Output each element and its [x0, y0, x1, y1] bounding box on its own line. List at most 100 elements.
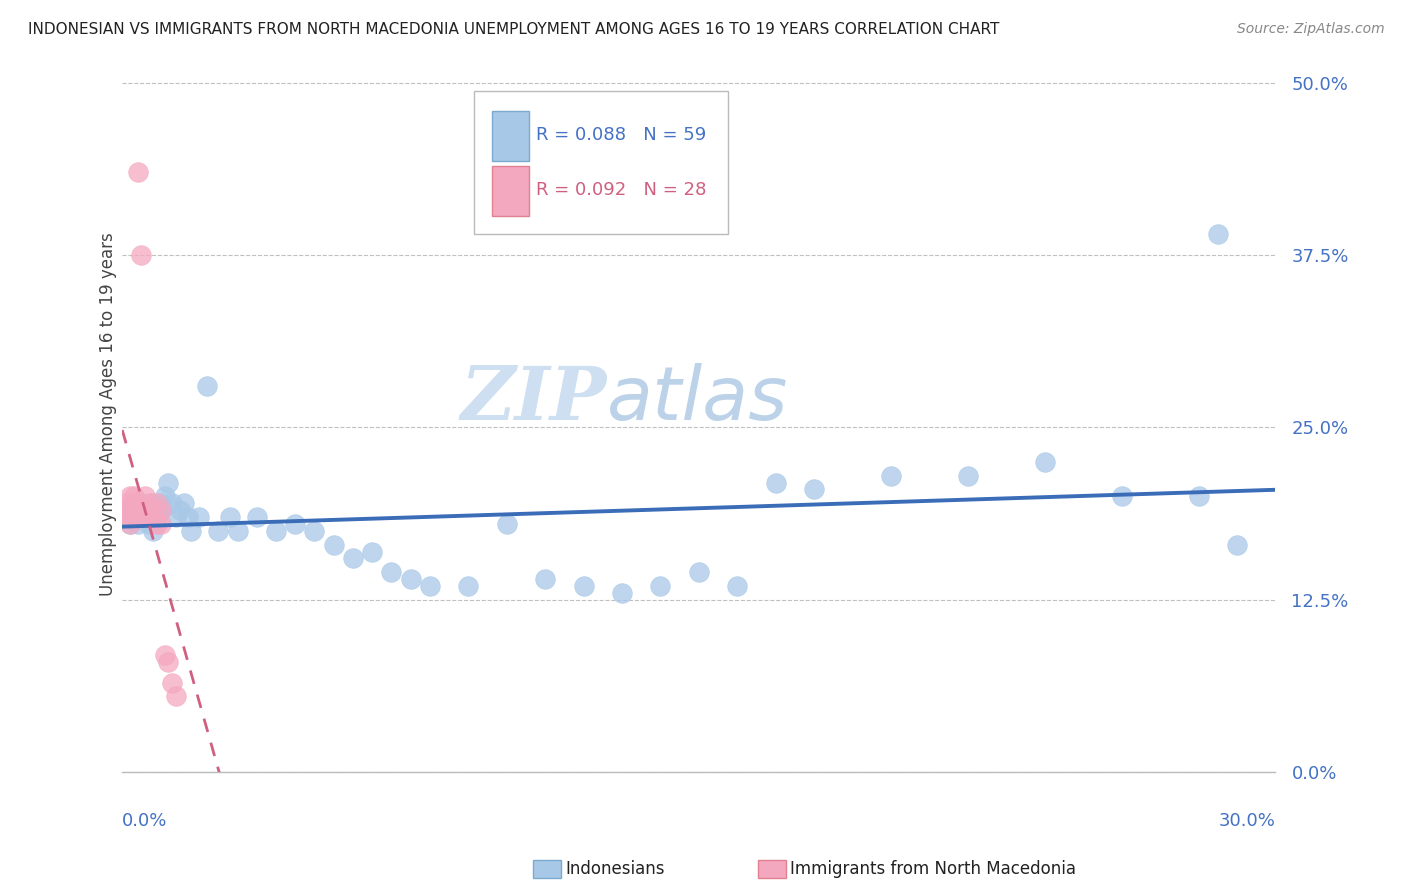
Point — [127, 510, 149, 524]
Point — [142, 524, 165, 538]
Point — [165, 510, 187, 524]
Point — [122, 510, 145, 524]
Point — [115, 510, 138, 524]
Point — [572, 579, 595, 593]
Point — [765, 475, 787, 490]
Point — [122, 503, 145, 517]
Point — [264, 524, 287, 538]
Point — [118, 503, 141, 517]
Point — [122, 496, 145, 510]
Point — [118, 503, 141, 517]
Point — [115, 503, 138, 517]
Point — [380, 566, 402, 580]
Point — [115, 510, 138, 524]
Point — [138, 510, 160, 524]
Point — [122, 489, 145, 503]
Point — [134, 503, 156, 517]
Point — [134, 489, 156, 503]
Point — [284, 516, 307, 531]
Point — [304, 524, 326, 538]
Point — [610, 586, 633, 600]
Point — [165, 690, 187, 704]
Point — [131, 496, 153, 510]
Point — [118, 489, 141, 503]
Text: 30.0%: 30.0% — [1219, 812, 1275, 830]
Point — [195, 379, 218, 393]
Point — [115, 503, 138, 517]
Point — [131, 510, 153, 524]
Point — [322, 538, 344, 552]
Point — [207, 524, 229, 538]
Point — [1033, 455, 1056, 469]
Point — [1206, 227, 1229, 242]
Text: INDONESIAN VS IMMIGRANTS FROM NORTH MACEDONIA UNEMPLOYMENT AMONG AGES 16 TO 19 Y: INDONESIAN VS IMMIGRANTS FROM NORTH MACE… — [28, 22, 1000, 37]
Point — [1187, 489, 1209, 503]
Point — [149, 496, 172, 510]
Point — [138, 510, 160, 524]
Point — [127, 510, 149, 524]
FancyBboxPatch shape — [474, 91, 728, 235]
Point — [146, 510, 169, 524]
Point — [153, 648, 176, 662]
Point — [131, 248, 153, 262]
Point — [127, 165, 149, 179]
Point — [160, 675, 183, 690]
Point — [688, 566, 710, 580]
Point — [180, 524, 202, 538]
Point — [803, 483, 825, 497]
Point — [160, 496, 183, 510]
Point — [176, 510, 198, 524]
Point — [115, 496, 138, 510]
Point — [138, 516, 160, 531]
Point — [1111, 489, 1133, 503]
Text: Immigrants from North Macedonia: Immigrants from North Macedonia — [790, 860, 1076, 878]
Point — [149, 516, 172, 531]
Point — [134, 503, 156, 517]
Point — [169, 503, 191, 517]
Point — [419, 579, 441, 593]
Point — [127, 496, 149, 510]
Text: ZIP: ZIP — [460, 363, 606, 435]
Point — [138, 496, 160, 510]
Point — [457, 579, 479, 593]
Point — [1226, 538, 1249, 552]
Text: R = 0.092   N = 28: R = 0.092 N = 28 — [536, 181, 707, 199]
Point — [118, 516, 141, 531]
Text: atlas: atlas — [606, 363, 787, 435]
Point — [149, 503, 172, 517]
Point — [342, 551, 364, 566]
Text: 0.0%: 0.0% — [122, 812, 167, 830]
Point — [134, 510, 156, 524]
Point — [361, 544, 384, 558]
Point — [118, 516, 141, 531]
Point — [142, 496, 165, 510]
Y-axis label: Unemployment Among Ages 16 to 19 years: Unemployment Among Ages 16 to 19 years — [100, 232, 117, 596]
Point — [157, 655, 180, 669]
Point — [142, 503, 165, 517]
Text: R = 0.088   N = 59: R = 0.088 N = 59 — [536, 127, 706, 145]
Point — [149, 503, 172, 517]
Point — [534, 572, 557, 586]
Text: Indonesians: Indonesians — [565, 860, 665, 878]
Point — [188, 510, 211, 524]
FancyBboxPatch shape — [492, 166, 529, 216]
Point — [153, 489, 176, 503]
Point — [146, 516, 169, 531]
Point — [157, 475, 180, 490]
Point — [246, 510, 269, 524]
Point — [142, 510, 165, 524]
FancyBboxPatch shape — [492, 112, 529, 161]
Point — [226, 524, 249, 538]
Point — [122, 496, 145, 510]
Point — [880, 468, 903, 483]
Point — [173, 496, 195, 510]
Point — [219, 510, 242, 524]
Point — [131, 503, 153, 517]
Point — [399, 572, 422, 586]
Point — [127, 516, 149, 531]
Text: Source: ZipAtlas.com: Source: ZipAtlas.com — [1237, 22, 1385, 37]
Point — [956, 468, 979, 483]
Point — [725, 579, 748, 593]
Point — [146, 496, 169, 510]
Point — [495, 516, 517, 531]
